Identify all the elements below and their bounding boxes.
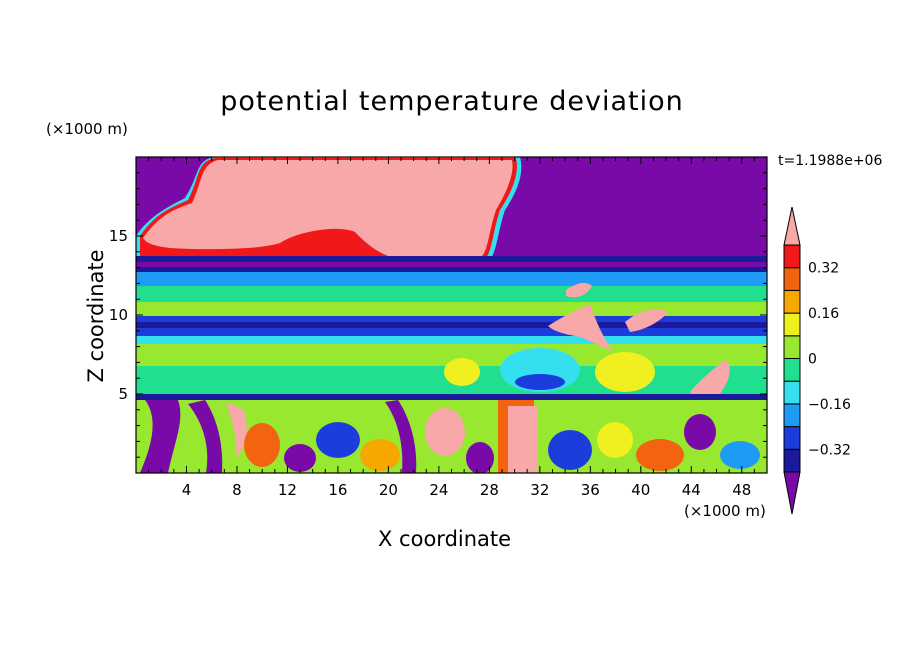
contour-region	[188, 400, 223, 473]
colorbar-swatch	[783, 426, 801, 450]
colorbar-swatch	[783, 403, 801, 428]
colorbar-swatch	[783, 267, 801, 291]
x-tick-label: 40	[631, 481, 650, 499]
x-tick-label: 4	[182, 481, 192, 499]
colorbar-swatch	[783, 380, 801, 405]
colorbar-tick-label: 0	[808, 352, 817, 368]
colorbar-tick-label: 0.16	[808, 306, 839, 322]
contour-region	[140, 400, 181, 473]
contour-region	[136, 394, 767, 400]
contour-region	[508, 406, 538, 473]
x-axis-scale-label: (×1000 m)	[684, 502, 766, 520]
contour-field	[136, 157, 767, 473]
contour-region	[515, 374, 565, 390]
contour-region	[136, 322, 767, 328]
x-tick-label: 28	[480, 481, 499, 499]
contour-region	[316, 422, 360, 458]
contour-region	[360, 439, 400, 471]
x-tick-label: 20	[379, 481, 398, 499]
contour-region	[385, 400, 417, 473]
x-axis-label: X coordinate	[378, 527, 512, 551]
x-tick-label: 44	[682, 481, 701, 499]
x-tick-label: 24	[429, 481, 448, 499]
colorbar-tick-label: −0.32	[808, 442, 851, 458]
x-tick-label: 8	[232, 481, 242, 499]
contour-region	[690, 360, 730, 404]
contour-region	[566, 283, 592, 298]
contour-region	[136, 272, 767, 286]
contour-region	[595, 352, 655, 392]
colorbar-swatch	[783, 335, 801, 359]
colorbar-swatch	[783, 448, 801, 473]
y-tick-label: 10	[109, 306, 128, 324]
colorbar-arrow-high	[783, 206, 801, 246]
contour-region	[136, 286, 767, 302]
contour-region	[597, 422, 633, 458]
colorbar-arrow-low	[783, 471, 801, 515]
contour-region	[136, 262, 767, 267]
y-tick-label: 5	[118, 385, 128, 403]
colorbar-swatch	[783, 312, 801, 337]
x-tick-label: 32	[530, 481, 549, 499]
contour-region	[548, 304, 612, 350]
contour-region	[136, 302, 767, 316]
x-tick-label: 48	[732, 481, 751, 499]
contour-region	[684, 414, 716, 450]
chart-title: potential temperature deviation	[220, 86, 684, 117]
contour-region	[226, 402, 247, 458]
contour-region	[466, 442, 494, 473]
contour-region	[548, 430, 592, 470]
x-tick-label: 12	[278, 481, 297, 499]
x-tick-label: 16	[328, 481, 347, 499]
contour-region	[143, 160, 513, 268]
colorbar-swatch	[783, 358, 801, 382]
contour-region	[244, 423, 280, 467]
contour-region	[720, 441, 760, 469]
colorbar-swatch	[783, 244, 801, 269]
colorbar-swatch	[783, 289, 801, 314]
colorbar-tick-label: 0.32	[808, 261, 839, 277]
contour-region	[284, 444, 316, 472]
time-label: t=1.1988e+06	[778, 153, 883, 169]
contour-region	[444, 358, 480, 386]
y-tick-label: 15	[109, 227, 128, 245]
contour-region	[625, 309, 668, 332]
contour-region	[636, 439, 684, 471]
colorbar-tick-label: −0.16	[808, 397, 851, 413]
contour-region	[425, 408, 465, 456]
x-tick-label: 36	[581, 481, 600, 499]
y-axis-scale-label: (×1000 m)	[46, 120, 128, 138]
